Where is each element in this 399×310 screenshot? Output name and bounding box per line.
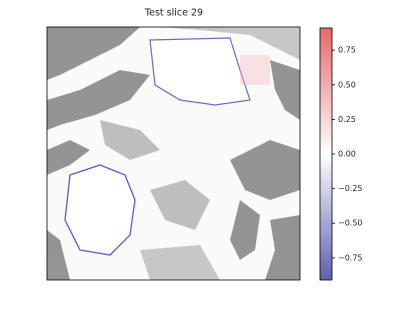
colorbar-tick-label: 0.75	[338, 46, 356, 55]
colorbar-tick-label: 0.25	[338, 115, 356, 124]
chart-title: Test slice 29	[144, 8, 203, 19]
colorbar-tick-label: −0.25	[338, 184, 363, 193]
colorbar-tick-label: 0.00	[338, 150, 356, 159]
heatmap-image	[47, 27, 300, 280]
colorbar-tick-label: −0.50	[338, 219, 363, 228]
colorbar-tick-label: 0.50	[338, 80, 356, 89]
colorbar	[319, 27, 333, 281]
axes-frame	[46, 26, 301, 281]
colorbar-tick-label: −0.75	[338, 253, 363, 262]
